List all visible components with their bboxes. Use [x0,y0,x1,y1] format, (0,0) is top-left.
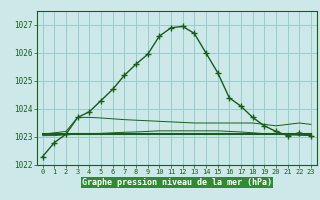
X-axis label: Graphe pression niveau de la mer (hPa): Graphe pression niveau de la mer (hPa) [82,178,272,187]
